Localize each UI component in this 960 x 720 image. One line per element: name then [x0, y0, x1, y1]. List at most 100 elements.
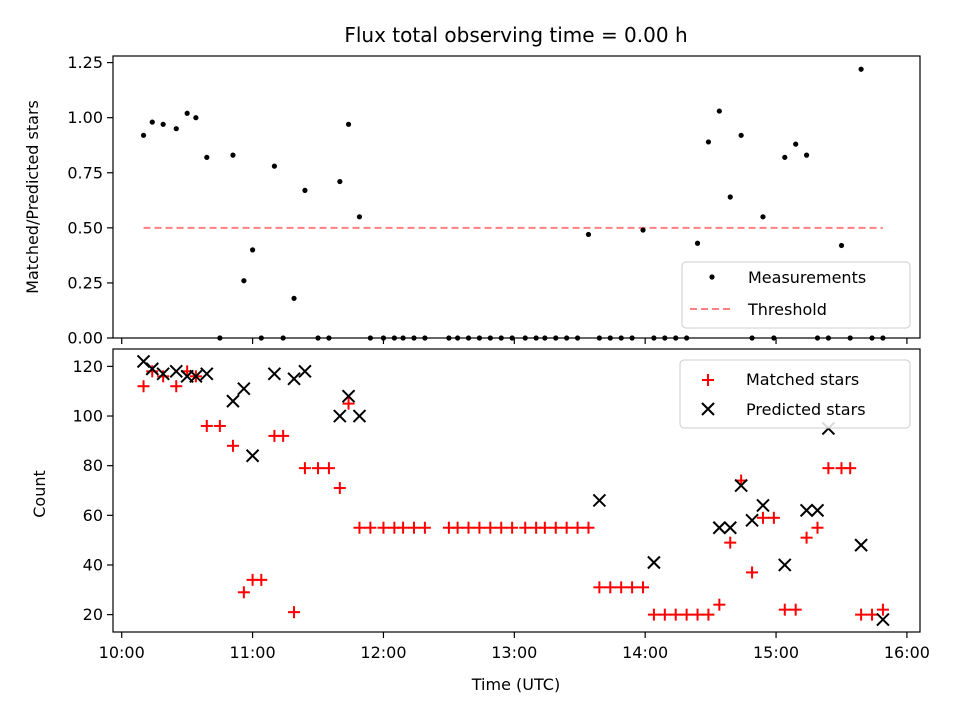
measurement-point: [446, 335, 452, 341]
matched-point: [658, 608, 671, 621]
measurement-point: [596, 335, 602, 341]
matched-point: [342, 397, 355, 410]
measurement-point: [291, 295, 297, 301]
matched-point: [157, 370, 170, 383]
top-axes: 0.00 0.25 0.50 0.75 1.00 1.25 Matched/Predict…: [23, 53, 921, 348]
predicted-point: [287, 372, 301, 386]
measurement-point: [184, 110, 190, 116]
predicted-point: [756, 498, 770, 513]
top-axes-frame: [112, 55, 921, 339]
predicted-point: [226, 394, 240, 408]
measurement-point: [564, 335, 570, 341]
predicted-point: [145, 362, 159, 376]
top-ytick-label: 0.00: [67, 329, 103, 348]
matched-point: [462, 521, 475, 534]
measurement-point: [858, 66, 864, 72]
matched-point: [322, 462, 335, 475]
top-x-ticks: [121, 338, 908, 344]
measurement-point: [749, 335, 755, 341]
matched-point: [200, 419, 213, 432]
measurement-point: [662, 335, 668, 341]
measurement-point: [337, 178, 343, 185]
measurement-point: [640, 227, 646, 233]
matched-point: [519, 521, 532, 534]
matched-point: [312, 462, 325, 475]
predicted-point: [876, 612, 890, 627]
measurement-point: [607, 335, 613, 341]
legend-matched-label: Matched stars: [746, 370, 859, 389]
matched-point: [691, 608, 704, 621]
matched-point: [549, 521, 562, 534]
measurement-point: [271, 163, 277, 169]
measurement-point: [716, 108, 722, 114]
matched-point: [237, 586, 250, 599]
predicted-point: [237, 382, 251, 396]
measurement-point: [302, 187, 308, 193]
measurement-point: [684, 335, 690, 341]
bottom-xtick-label: 12:00: [360, 643, 406, 662]
measurement-point: [838, 242, 845, 249]
matched-point: [538, 521, 551, 534]
legend-measurements-marker: [709, 274, 715, 280]
measurement-point: [400, 335, 406, 341]
measurement-point: [411, 335, 417, 341]
matched-point: [713, 598, 726, 611]
bottom-ytick-label: 80: [83, 456, 103, 475]
measurement-point: [727, 194, 733, 200]
matched-point: [484, 521, 497, 534]
legend-matched-marker: [702, 374, 714, 386]
matched-point: [647, 608, 660, 621]
matched-point: [560, 521, 573, 534]
predicted-point: [723, 521, 737, 535]
matched-point: [593, 581, 606, 594]
measurement-point: [814, 335, 821, 341]
legend-predicted-label: Predicted stars: [746, 400, 866, 419]
measurement-point: [498, 335, 504, 341]
measurement-point: [204, 154, 210, 160]
bottom-legend: Matched stars Predicted stars: [679, 359, 911, 429]
matched-point: [626, 581, 639, 594]
measurement-point: [880, 335, 886, 341]
predicted-point: [734, 478, 748, 493]
matched-point: [495, 521, 508, 534]
matched-point: [418, 521, 431, 534]
predicted-point: [854, 538, 868, 552]
top-y-ticks: 0.00 0.25 0.50 0.75 1.00 1.25: [67, 53, 113, 348]
measurement-point: [651, 335, 657, 341]
top-legend-box: [681, 261, 911, 329]
predicted-point: [245, 449, 260, 463]
measurement-point: [705, 139, 712, 145]
measurement-point: [629, 335, 635, 341]
measurement-point: [553, 335, 559, 341]
measurement-point: [618, 335, 624, 341]
top-plot-area: [140, 66, 886, 341]
bottom-legend-box: [679, 359, 911, 429]
predicted-point: [352, 409, 367, 423]
measurement-point: [258, 335, 264, 341]
bottom-xlabel: Time (UTC): [471, 675, 560, 694]
measurement-point: [533, 335, 539, 341]
matched-point: [637, 581, 650, 594]
predicted-point: [169, 364, 183, 379]
matched-point: [582, 521, 595, 534]
measurement-point: [230, 152, 236, 158]
bottom-axes-frame: [112, 348, 921, 633]
matched-point: [353, 521, 366, 534]
matched-point: [811, 521, 824, 534]
chart-title: Flux total observing time = 0.00 h: [344, 23, 687, 47]
top-ytick-label: 1.25: [67, 53, 103, 72]
measurement-point: [760, 214, 766, 220]
measurement-point: [356, 214, 363, 220]
measurement-point: [522, 335, 528, 341]
matched-point: [702, 608, 715, 621]
measurement-point: [793, 141, 799, 147]
top-ytick-label: 1.00: [67, 108, 103, 127]
bottom-plot-area: [136, 354, 890, 627]
measurement-point: [825, 335, 831, 341]
bottom-xtick-label: 13:00: [491, 643, 537, 662]
measurement-point: [803, 152, 810, 158]
matched-point: [288, 606, 301, 619]
matched-point: [800, 531, 813, 544]
matched-point: [604, 581, 617, 594]
predicted-point: [333, 409, 347, 423]
